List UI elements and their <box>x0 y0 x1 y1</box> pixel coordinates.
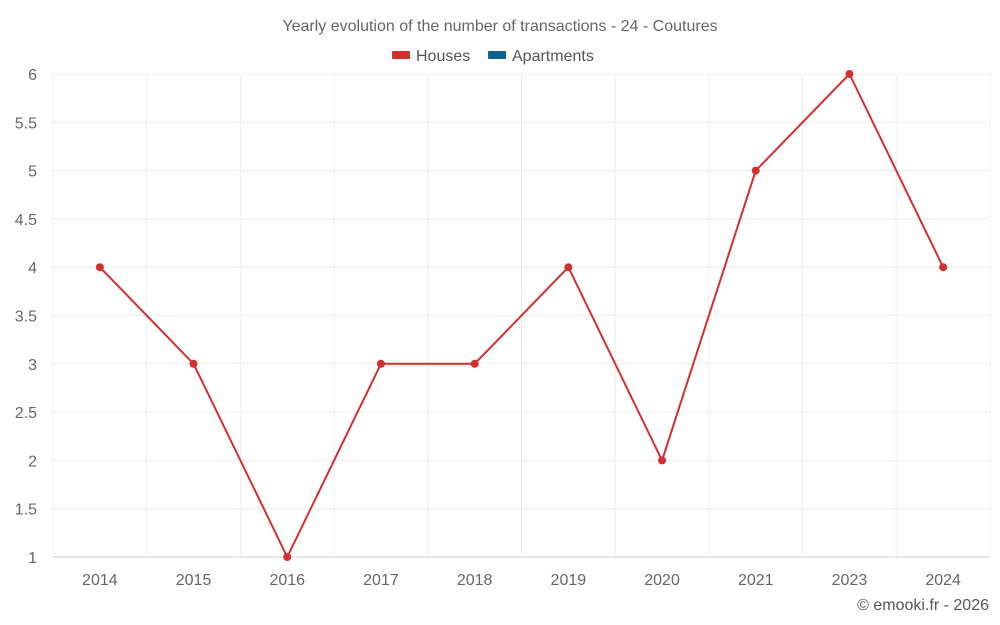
legend-item-apartments[interactable]: Apartments <box>488 48 594 65</box>
y-tick-label: 3 <box>28 357 37 374</box>
legend-label-apartments: Apartments <box>512 48 594 65</box>
x-tick-label: 2024 <box>925 572 961 589</box>
data-point-houses[interactable] <box>189 359 198 368</box>
x-tick-label: 2014 <box>82 572 118 589</box>
x-tick-label: 2023 <box>832 572 868 589</box>
x-tick-label: 2016 <box>269 572 305 589</box>
y-tick-label: 4 <box>28 260 37 277</box>
x-tick-label: 2021 <box>738 572 774 589</box>
y-tick-label: 6 <box>28 67 37 84</box>
legend: Houses Apartments <box>392 48 594 65</box>
y-tick-label: 2.5 <box>15 405 37 422</box>
series-points <box>95 70 948 561</box>
y-tick-label: 4.5 <box>15 212 37 229</box>
x-tick-label: 2015 <box>176 572 212 589</box>
y-axis-tick-labels: 1 1.5 2 2.5 3 3.5 4 4.5 5 5.5 6 <box>15 67 37 567</box>
data-point-houses[interactable] <box>283 553 292 561</box>
x-tick-label: 2020 <box>644 572 680 589</box>
x-tick-label: 2018 <box>457 572 493 589</box>
data-point-houses[interactable] <box>751 166 760 175</box>
data-point-houses[interactable] <box>95 263 104 272</box>
y-tick-label: 5 <box>28 164 37 181</box>
x-axis-tick-labels: 2014 2015 2016 2017 2018 2019 2020 2021 2023 2024 <box>82 572 961 589</box>
x-tick-label: 2017 <box>363 572 399 589</box>
x-tick-label: 2019 <box>551 572 587 589</box>
data-point-houses[interactable] <box>845 70 854 78</box>
data-point-houses[interactable] <box>376 359 385 368</box>
chart-title: Yearly evolution of the number of transa… <box>282 18 717 35</box>
data-point-houses[interactable] <box>470 359 479 368</box>
data-point-houses[interactable] <box>658 456 667 465</box>
legend-swatch-houses <box>392 51 410 59</box>
legend-item-houses[interactable]: Houses <box>392 48 470 65</box>
series-line-houses <box>99 73 945 558</box>
y-tick-label: 1 <box>28 550 37 567</box>
y-tick-label: 5.5 <box>15 115 37 132</box>
legend-label-houses: Houses <box>416 48 470 65</box>
y-tick-label: 2 <box>28 453 37 470</box>
credit-text: © emooki.fr - 2026 <box>857 597 989 614</box>
legend-swatch-apartments <box>488 51 506 59</box>
y-tick-label: 1.5 <box>15 502 37 519</box>
data-point-houses[interactable] <box>939 263 948 272</box>
series-lines <box>99 73 945 558</box>
data-point-houses[interactable] <box>564 263 573 272</box>
y-tick-label: 3.5 <box>15 309 37 326</box>
